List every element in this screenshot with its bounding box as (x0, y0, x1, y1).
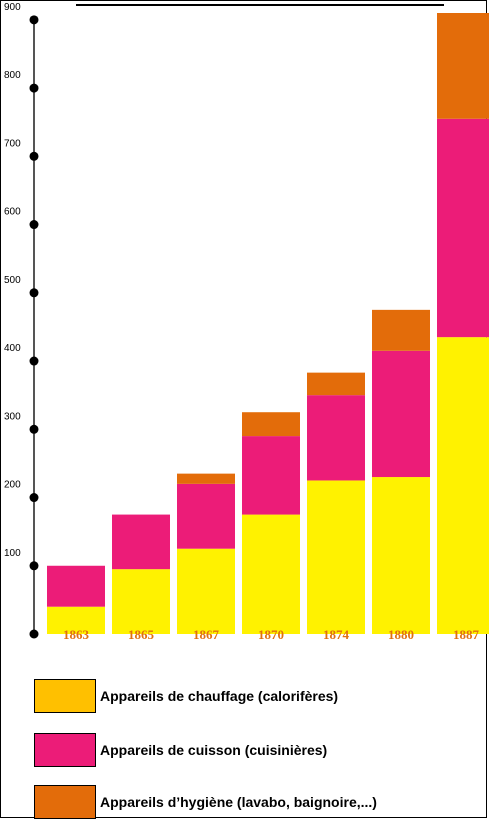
x-tick-label: 1863 (63, 627, 90, 642)
y-tick-label: 800 (4, 70, 21, 81)
y-axis-dot (29, 288, 39, 298)
bar-segment-hygiene (242, 412, 300, 437)
legend-item-cuisson: Appareils de cuisson (cuisinières) (34, 733, 327, 767)
legend-swatch-chauffage (34, 679, 96, 713)
y-axis-dot (29, 561, 39, 571)
y-tick-label: 500 (4, 275, 21, 286)
legend-swatch-cuisson (34, 733, 96, 767)
bar-segment-chauffage (307, 480, 365, 634)
y-tick-label: 900 (4, 2, 21, 13)
x-tick-label: 1865 (128, 627, 155, 642)
y-tick-label: 700 (4, 138, 21, 149)
y-tick-label: 600 (4, 207, 21, 218)
bar-segment-cuisson (112, 514, 170, 570)
legend-label-hygiene: Appareils d’hygiène (lavabo, baignoire,.… (100, 794, 377, 810)
bar-segment-cuisson (437, 118, 489, 338)
legend-label-cuisson: Appareils de cuisson (cuisinières) (100, 742, 328, 758)
bar-segment-chauffage (47, 606, 105, 634)
y-axis-dot (29, 493, 39, 503)
bars-group (47, 13, 489, 634)
y-axis-dot (29, 356, 39, 366)
legend-item-hygiene: Appareils d’hygiène (lavabo, baignoire,.… (34, 785, 377, 819)
y-axis-dot (29, 220, 39, 230)
y-axis-group: 100 200 300 400 500 600 700 800 900 (4, 2, 39, 639)
bar-segment-hygiene (437, 13, 489, 119)
bar-segment-hygiene (307, 372, 365, 396)
y-axis-dot (29, 83, 39, 93)
bar-segment-chauffage (177, 548, 235, 634)
bar-segment-chauffage (112, 569, 170, 634)
y-tick-label: 400 (4, 343, 21, 354)
y-tick-label: 100 (4, 548, 21, 559)
y-axis-dot (29, 15, 39, 25)
x-tick-label: 1887 (453, 627, 480, 642)
stacked-bar-chart: 100 200 300 400 500 600 700 800 900 1863 1865 1867… (4, 2, 489, 642)
bar-segment-hygiene (177, 473, 235, 484)
bar-segment-cuisson (372, 350, 430, 478)
bar-segment-cuisson (177, 483, 235, 549)
x-tick-label: 1880 (388, 627, 414, 642)
legend-swatch-hygiene (34, 785, 96, 819)
x-tick-label: 1870 (258, 627, 284, 642)
y-axis-dot (29, 424, 39, 434)
bar-segment-chauffage (372, 477, 430, 634)
y-axis-dot (29, 629, 39, 639)
bar-segment-chauffage (437, 337, 489, 634)
legend-item-chauffage: Appareils de chauffage (calorifères) (34, 679, 338, 713)
y-axis-dot (29, 151, 39, 161)
x-tick-label: 1867 (193, 627, 220, 642)
bar-segment-cuisson (307, 395, 365, 481)
bar-segment-cuisson (47, 565, 105, 607)
x-labels-group: 1863 1865 1867 1870 1874 1880 1887 (63, 627, 480, 642)
bar-segment-cuisson (242, 436, 300, 515)
legend-label-chauffage: Appareils de chauffage (calorifères) (100, 688, 339, 704)
y-tick-label: 300 (4, 411, 21, 422)
x-tick-label: 1874 (323, 627, 350, 642)
y-tick-label: 200 (4, 480, 21, 491)
bar-segment-hygiene (372, 309, 430, 351)
bar-segment-chauffage (242, 514, 300, 634)
